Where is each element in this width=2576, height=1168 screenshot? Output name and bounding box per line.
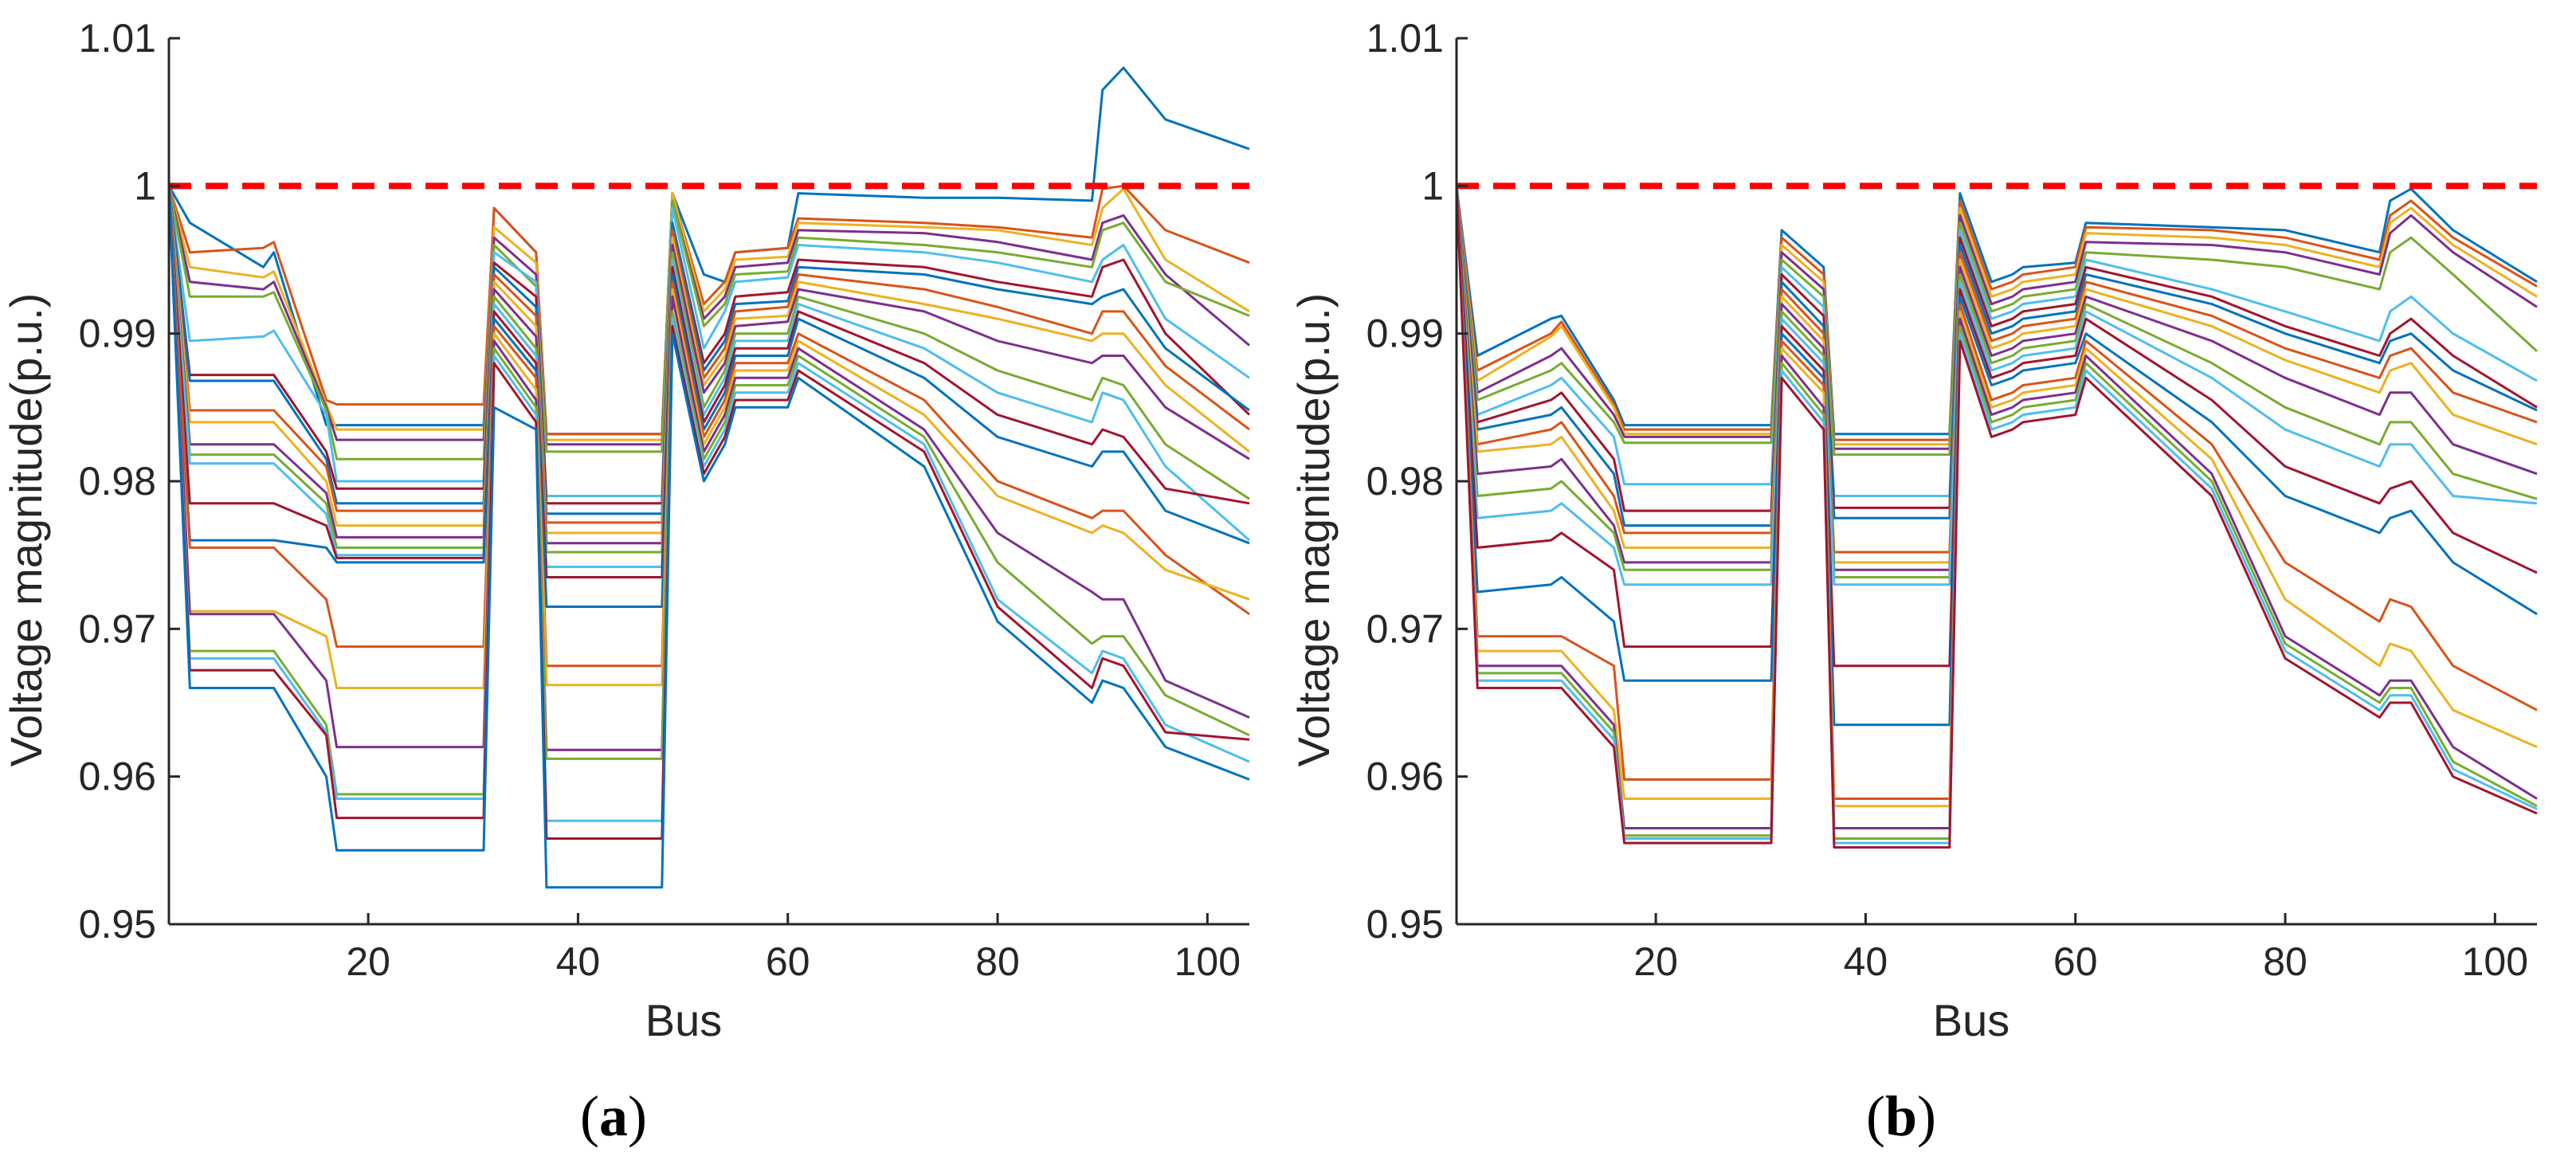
chart-a-xtick-label-40: 40 xyxy=(556,939,601,984)
chart-a-series-line-10 xyxy=(167,186,1250,535)
chart-a-xtick-label-80: 80 xyxy=(975,939,1020,984)
chart-b-xtick-label-20: 20 xyxy=(1633,939,1678,984)
chart-b-series-line-18 xyxy=(1455,186,2538,829)
chart-b-series-line-20 xyxy=(1455,186,2538,845)
chart-a-ytick-label-1: 0.96 xyxy=(79,754,156,799)
chart-b-ytick-label-2: 0.97 xyxy=(1366,606,1444,651)
chart-b-series-line-17 xyxy=(1455,186,2538,808)
chart-a-xtick-label-60: 60 xyxy=(766,939,810,984)
chart-b-series-line-15 xyxy=(1455,186,2538,727)
chart-b-series-line-12 xyxy=(1455,186,2538,578)
chart-panel-a: 20 40 60 80 100 0.95 0.96 0.97 0.98 0.99 1 1.01 Bus… xyxy=(1,16,1251,1148)
chart-panel-b: 20 40 60 80 100 0.95 0.96 0.97 0.98 0.99 1 1.01 Bus… xyxy=(1288,0,2576,1168)
chart-b-series-line-9 xyxy=(1455,186,2538,554)
chart-b-series-line-19 xyxy=(1455,186,2538,840)
chart-a-svg: 20 40 60 80 100 0.95 0.96 0.97 0.98 0.99 1 1.01 Bus… xyxy=(1,16,1251,1148)
chart-b-series-line-1 xyxy=(1455,186,2538,436)
chart-b-ytick-label-1: 0.96 xyxy=(1366,754,1444,799)
chart-a-ytick-label-4: 0.99 xyxy=(79,312,156,356)
chart-b-panel-label: (b) xyxy=(1866,1084,1936,1148)
chart-b-series-line-10 xyxy=(1455,186,2538,564)
chart-b-series-line-2 xyxy=(1455,186,2538,441)
chart-b-series-line-8 xyxy=(1455,186,2538,527)
chart-b-xlabel: Bus xyxy=(1933,995,2010,1045)
chart-b-ylabel: Voltage magnitude(p.u.) xyxy=(1288,293,1339,767)
chart-a-series-line-13 xyxy=(167,186,1250,568)
chart-a-series-line-6 xyxy=(167,186,1250,497)
chart-a-series-line-22 xyxy=(167,186,1250,889)
chart-b-xtick-label-80: 80 xyxy=(2263,939,2307,984)
chart-a-series-line-11 xyxy=(167,186,1250,545)
chart-b-ytick-label-5: 1 xyxy=(1421,163,1444,208)
chart-b-panel-letter: b xyxy=(1885,1084,1917,1148)
chart-a-series-line-5 xyxy=(167,186,1250,461)
chart-a-series-line-21 xyxy=(167,186,1250,840)
chart-b-xtick-label-40: 40 xyxy=(1844,939,1888,984)
chart-a-ytick-label-0: 0.95 xyxy=(79,902,156,947)
chart-a-series-line-16 xyxy=(167,186,1250,668)
chart-a-xtick-label-100: 100 xyxy=(1174,939,1241,984)
chart-a-series-line-3 xyxy=(167,185,1250,441)
chart-a-xlabel: Bus xyxy=(645,995,723,1045)
chart-b-series-line-4 xyxy=(1455,186,2538,450)
chart-a-panel-label: (a) xyxy=(580,1084,647,1148)
chart-a-panel-letter: a xyxy=(599,1084,628,1148)
chart-b-svg: 20 40 60 80 100 0.95 0.96 0.97 0.98 0.99 1 1.01 Bus… xyxy=(1288,16,2539,1148)
chart-a-series-line-15 xyxy=(167,186,1250,608)
chart-a-ytick-label-5: 1 xyxy=(134,163,156,208)
chart-b-ytick-label-4: 0.99 xyxy=(1366,312,1444,356)
chart-a-series-line-8 xyxy=(167,186,1250,515)
chart-b-ytick-label-6: 1.01 xyxy=(1366,16,1444,61)
chart-a-ytick-label-3: 0.98 xyxy=(79,459,156,504)
chart-b-xtick-label-100: 100 xyxy=(2462,939,2528,984)
chart-a-series-line-18 xyxy=(167,186,1250,751)
chart-a-series-line-1 xyxy=(167,66,1250,436)
chart-a-series-line-12 xyxy=(167,186,1250,554)
chart-b-series-line-11 xyxy=(1455,186,2538,571)
chart-a-series-line-14 xyxy=(167,186,1250,578)
chart-a-ytick-label-2: 0.97 xyxy=(79,606,156,651)
chart-b-series-group xyxy=(1455,186,2539,849)
chart-a-series-line-20 xyxy=(167,186,1250,822)
chart-a-series-line-19 xyxy=(167,186,1250,796)
chart-b-series-line-14 xyxy=(1455,186,2538,668)
chart-b-series-line-13 xyxy=(1455,186,2538,586)
chart-b-series-line-3 xyxy=(1455,186,2538,446)
chart-b-series-line-21 xyxy=(1455,186,2538,849)
chart-b-series-line-5 xyxy=(1455,186,2539,457)
chart-a-xtick-label-20: 20 xyxy=(346,939,390,984)
chart-b-xtick-label-60: 60 xyxy=(2053,939,2098,984)
chart-b-series-line-16 xyxy=(1455,186,2538,800)
chart-a-ylabel: Voltage magnitude(p.u.) xyxy=(1,293,51,767)
chart-b-series-line-7 xyxy=(1455,186,2538,512)
chart-b-series-line-6 xyxy=(1455,186,2538,497)
chart-a-series-line-9 xyxy=(167,186,1250,524)
chart-b-ytick-label-0: 0.95 xyxy=(1366,902,1444,947)
chart-a-series-line-17 xyxy=(167,186,1250,689)
chart-b-ytick-label-3: 0.98 xyxy=(1366,459,1444,504)
chart-a-series-group xyxy=(167,66,1251,889)
chart-a-ytick-label-6: 1.01 xyxy=(79,16,156,61)
